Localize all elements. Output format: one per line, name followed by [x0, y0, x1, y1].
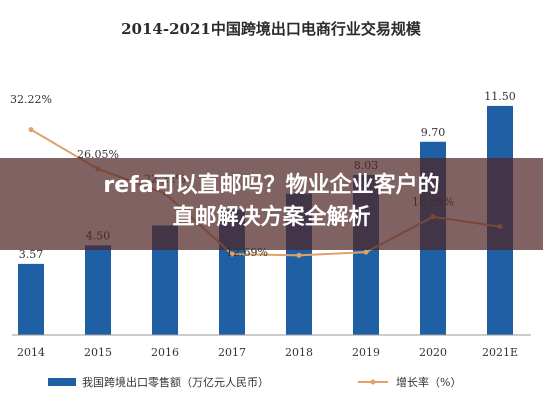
x-tick-2017: 2017 [218, 346, 246, 359]
bar-2015 [85, 245, 111, 335]
bar-2014 [18, 263, 44, 335]
legend-bar-swatch [48, 378, 76, 386]
overlay-title-line-2: 直邮解决方案全解析 [172, 205, 371, 230]
bar-label-2014: 3.57 [19, 248, 44, 261]
legend-line-marker [370, 379, 376, 385]
overlay-title-line-1: refa可以直邮吗？物业企业客户的 [103, 173, 440, 198]
rate-point-2017 [229, 251, 235, 257]
legend-bar-label: 我国跨境出口零售额（万亿元人民币） [82, 375, 269, 389]
rate-label-2015: 26.05% [77, 148, 119, 161]
x-axis-ticks: 2014 2015 2016 2017 2018 2019 2020 2021E [17, 346, 518, 359]
x-tick-2016: 2016 [151, 346, 179, 359]
rate-label-2014: 32.22% [10, 93, 52, 106]
x-tick-2021E: 2021E [482, 346, 518, 359]
legend-line-label: 增长率（%） [396, 375, 461, 389]
rate-point-2018 [296, 252, 302, 258]
rate-point-2019 [363, 249, 369, 255]
bar-label-2021E: 11.50 [484, 90, 516, 103]
legend: 我国跨境出口零售额（万亿元人民币） 增长率（%） [48, 375, 461, 389]
overlay-banner [0, 158, 543, 250]
x-tick-2014: 2014 [17, 346, 45, 359]
x-tick-2019: 2019 [352, 346, 380, 359]
x-tick-2020: 2020 [419, 346, 447, 359]
rate-point-2014 [28, 127, 34, 133]
chart-title: 2014-2021中国跨境出口电商行业交易规模 [121, 20, 422, 38]
overlay-title: refa可以直邮吗？物业企业客户的 直邮解决方案全解析 [20, 170, 523, 234]
bar-label-2020: 9.70 [421, 126, 446, 139]
x-tick-2018: 2018 [285, 346, 313, 359]
x-tick-2015: 2015 [84, 346, 112, 359]
